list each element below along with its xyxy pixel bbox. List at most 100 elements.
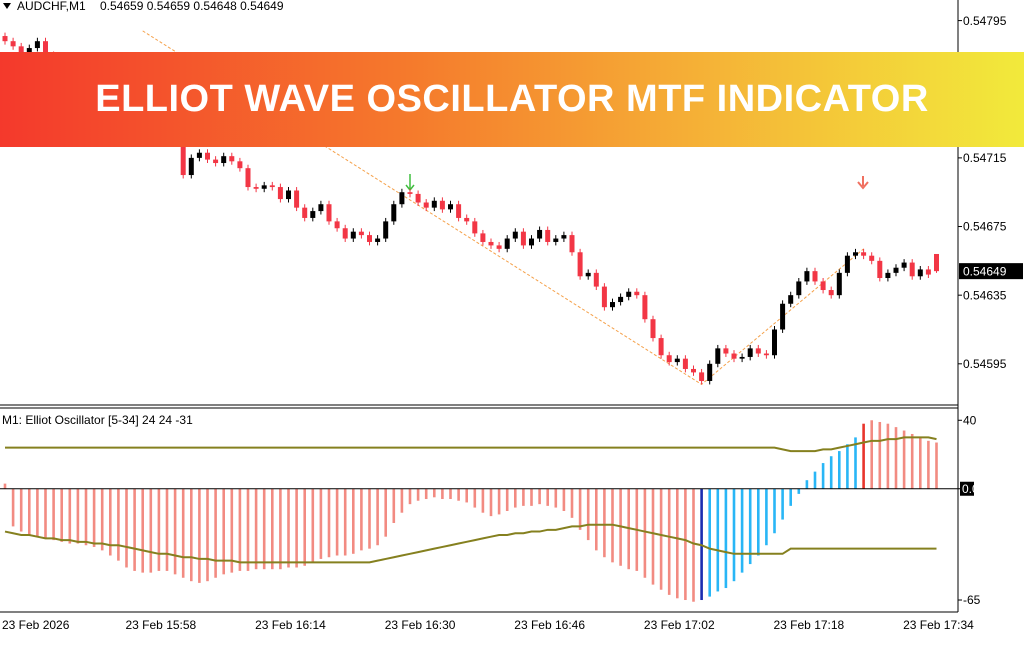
candle-body xyxy=(869,255,875,261)
candle-body xyxy=(496,245,502,249)
candle-body xyxy=(650,319,656,339)
oscillator-bar xyxy=(473,488,477,508)
ohlc-text: 0.54659 0.54659 0.54648 0.54649 xyxy=(100,0,284,13)
oscillator-bar xyxy=(765,488,768,546)
oscillator-bar xyxy=(578,488,582,530)
candle-body xyxy=(464,217,470,222)
oscillator-bar xyxy=(902,430,906,489)
oscillator-bar xyxy=(505,488,509,511)
oscillator-bar xyxy=(149,488,153,573)
candle-body xyxy=(520,231,526,246)
oscillator-bar xyxy=(773,488,776,534)
candle-body xyxy=(205,152,210,160)
candle-body xyxy=(618,296,624,303)
oscillator-bar xyxy=(238,488,242,571)
y-tick-highlight xyxy=(960,481,974,496)
oscillator-bar xyxy=(838,451,841,489)
oscillator-bar xyxy=(667,488,671,595)
oscillator-bar xyxy=(100,488,104,551)
oscillator-bar xyxy=(335,488,339,556)
oscillator-bar xyxy=(271,488,274,570)
oscillator-bar xyxy=(821,463,825,489)
dropdown-icon xyxy=(3,3,11,9)
oscillator-bar xyxy=(740,488,744,573)
candle-body xyxy=(553,238,559,242)
candle-body xyxy=(334,221,340,229)
candle-body xyxy=(448,204,453,210)
oscillator-bar xyxy=(562,488,566,511)
oscillator-bar xyxy=(441,488,444,500)
candle-body xyxy=(909,262,915,277)
candle-body xyxy=(245,168,251,188)
candle-body xyxy=(699,372,705,381)
oscillator-bar xyxy=(457,488,460,501)
candle-body xyxy=(917,269,923,277)
candle-body xyxy=(456,204,462,218)
oscillator-bar xyxy=(319,488,323,559)
candle-body xyxy=(585,272,591,277)
candle-body xyxy=(537,229,543,239)
candle-body xyxy=(804,271,810,282)
candle-body xyxy=(196,152,202,158)
x-tick-label: 23 Feb 17:34 xyxy=(903,618,974,632)
banner-title: ELLIOT WAVE OSCILLATOR MTF INDICATOR xyxy=(0,52,1024,147)
oscillator-bar xyxy=(352,488,355,554)
candle-body xyxy=(634,291,640,296)
oscillator-bar xyxy=(84,488,88,546)
oscillator-bar xyxy=(748,488,752,565)
oscillator-bar xyxy=(708,488,711,597)
candle-body xyxy=(326,204,332,222)
candle-body xyxy=(229,156,235,162)
candle-body xyxy=(407,192,413,194)
oscillator-bar xyxy=(343,488,347,556)
oscillator-bar xyxy=(311,488,315,563)
candle-body xyxy=(561,235,567,239)
oscillator-bar xyxy=(214,488,217,578)
candle-body xyxy=(893,267,899,273)
oscillator-bar xyxy=(76,488,80,544)
x-tick-label: 23 Feb 17:18 xyxy=(774,618,845,632)
candle-body xyxy=(34,41,40,49)
y-tick-label: 0.54675 xyxy=(963,220,1007,234)
oscillator-bar xyxy=(813,471,817,489)
candle-body xyxy=(529,238,534,246)
candle-body xyxy=(885,272,891,279)
oscillator-bar xyxy=(254,488,258,570)
candle-body xyxy=(601,286,607,308)
oscillator-bar xyxy=(408,488,412,505)
symbol-title: AUDCHF,M1 xyxy=(17,0,86,13)
oscillator-bar xyxy=(125,488,128,568)
candle-body xyxy=(836,272,842,296)
oscillator-bar xyxy=(133,488,136,571)
oscillator-bar xyxy=(246,488,250,571)
oscillator-bar xyxy=(262,488,266,570)
candle-body xyxy=(415,193,421,203)
y-tick-label: 0.54635 xyxy=(963,288,1007,302)
oscillator-bar xyxy=(198,488,201,583)
candle-body xyxy=(383,221,389,239)
oscillator-bar xyxy=(400,488,404,513)
signal-line xyxy=(4,523,937,564)
candle-body xyxy=(367,235,372,242)
oscillator-bar xyxy=(141,488,144,573)
oscillator-bar xyxy=(546,488,549,506)
candle-body xyxy=(10,41,16,47)
oscillator-bar xyxy=(497,488,501,515)
oscillator-bar xyxy=(173,488,177,575)
candle-body xyxy=(302,207,308,218)
candle-body xyxy=(788,295,794,304)
oscillator-bar xyxy=(287,488,290,568)
candle-body xyxy=(707,363,713,381)
candle-body xyxy=(666,355,672,363)
oscillator-bar xyxy=(181,488,185,578)
oscillator-bar xyxy=(716,488,720,592)
oscillator-bar xyxy=(36,488,39,537)
candle-body xyxy=(674,358,680,363)
oscillator-bar xyxy=(789,488,792,506)
oscillator-bar xyxy=(465,488,468,503)
buy-arrow xyxy=(405,174,415,192)
oscillator-bar xyxy=(303,488,306,566)
candle-body xyxy=(723,348,729,354)
